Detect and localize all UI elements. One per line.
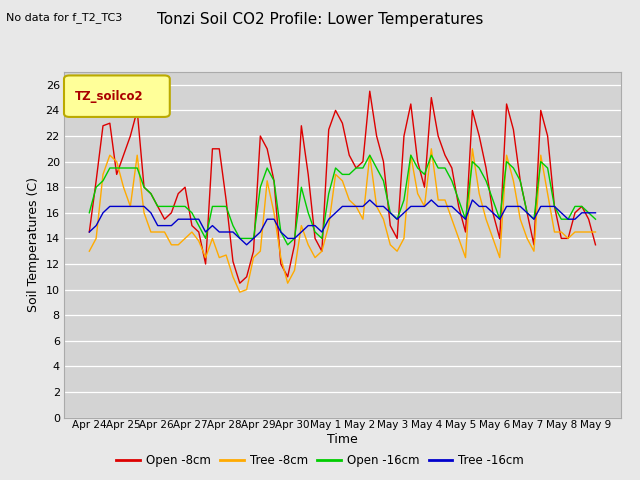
Y-axis label: Soil Temperatures (C): Soil Temperatures (C) [27, 177, 40, 312]
Legend: Open -8cm, Tree -8cm, Open -16cm, Tree -16cm: Open -8cm, Tree -8cm, Open -16cm, Tree -… [111, 449, 529, 472]
Text: No data for f_T2_TC3: No data for f_T2_TC3 [6, 12, 123, 23]
FancyBboxPatch shape [64, 75, 170, 117]
Text: TZ_soilco2: TZ_soilco2 [75, 90, 144, 103]
Text: Tonzi Soil CO2 Profile: Lower Temperatures: Tonzi Soil CO2 Profile: Lower Temperatur… [157, 12, 483, 27]
X-axis label: Time: Time [327, 433, 358, 446]
